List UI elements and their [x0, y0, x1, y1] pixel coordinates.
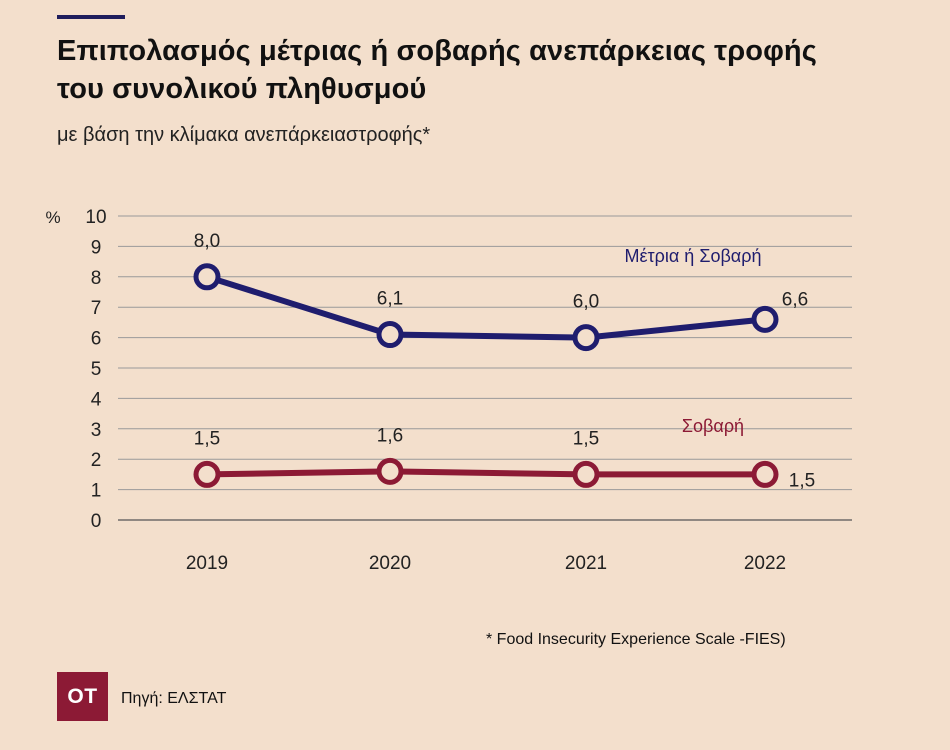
data-label: 8,0 [194, 231, 220, 252]
series-line [204, 273, 768, 341]
y-tick-label: 8 [91, 268, 102, 289]
y-tick-label: 3 [91, 420, 102, 441]
data-point [751, 305, 779, 333]
data-label: 1,5 [573, 428, 599, 449]
chart-title-line1: Επιπολασμός μέτριας ή σοβαρής ανεπάρκεια… [57, 35, 817, 67]
chart-subtitle: με βάση την κλίμακα ανεπάρκειαστροφής* [57, 124, 431, 146]
ot-logo: OT [57, 672, 108, 721]
data-point [193, 263, 221, 291]
y-tick-label: 10 [85, 207, 106, 228]
y-tick-label: 7 [91, 298, 102, 319]
series-name-label: Σοβαρή [682, 416, 744, 436]
data-label: 6,6 [782, 289, 808, 310]
data-point [193, 460, 221, 488]
data-label: 6,1 [377, 289, 403, 310]
series-name-label: Μέτρια ή Σοβαρή [625, 246, 762, 266]
chart-title-line2: του συνολικού πληθυσμού [57, 73, 427, 105]
source-label: Πηγή: ΕΛΣΤΑΤ [121, 690, 227, 707]
x-tick-label: 2020 [369, 553, 411, 574]
series-line [204, 468, 768, 478]
data-point [376, 321, 404, 349]
footnote: * Food Insecurity Experience Scale -FIES… [486, 631, 786, 648]
y-tick-label: 9 [91, 237, 102, 258]
data-point [572, 460, 600, 488]
data-label: 1,6 [377, 425, 403, 446]
title-accent-rule [57, 15, 125, 19]
x-tick-label: 2021 [565, 553, 607, 574]
chart-title: Επιπολασμός μέτριας ή σοβαρής ανεπάρκεια… [57, 32, 937, 108]
y-tick-label: 2 [91, 450, 102, 471]
y-tick-label: 0 [91, 511, 102, 532]
data-point [751, 460, 779, 488]
x-tick-label: 2022 [744, 553, 786, 574]
data-point [376, 457, 404, 485]
data-label: 1,5 [194, 428, 220, 449]
y-axis-unit-label: % [45, 208, 60, 227]
y-tick-label: 5 [91, 359, 102, 380]
x-tick-label: 2019 [186, 553, 228, 574]
y-tick-label: 6 [91, 329, 102, 350]
y-tick-label: 4 [91, 389, 102, 410]
data-point [572, 324, 600, 352]
data-label: 1,5 [789, 470, 815, 491]
data-label: 6,0 [573, 292, 599, 313]
y-tick-label: 1 [91, 481, 102, 502]
